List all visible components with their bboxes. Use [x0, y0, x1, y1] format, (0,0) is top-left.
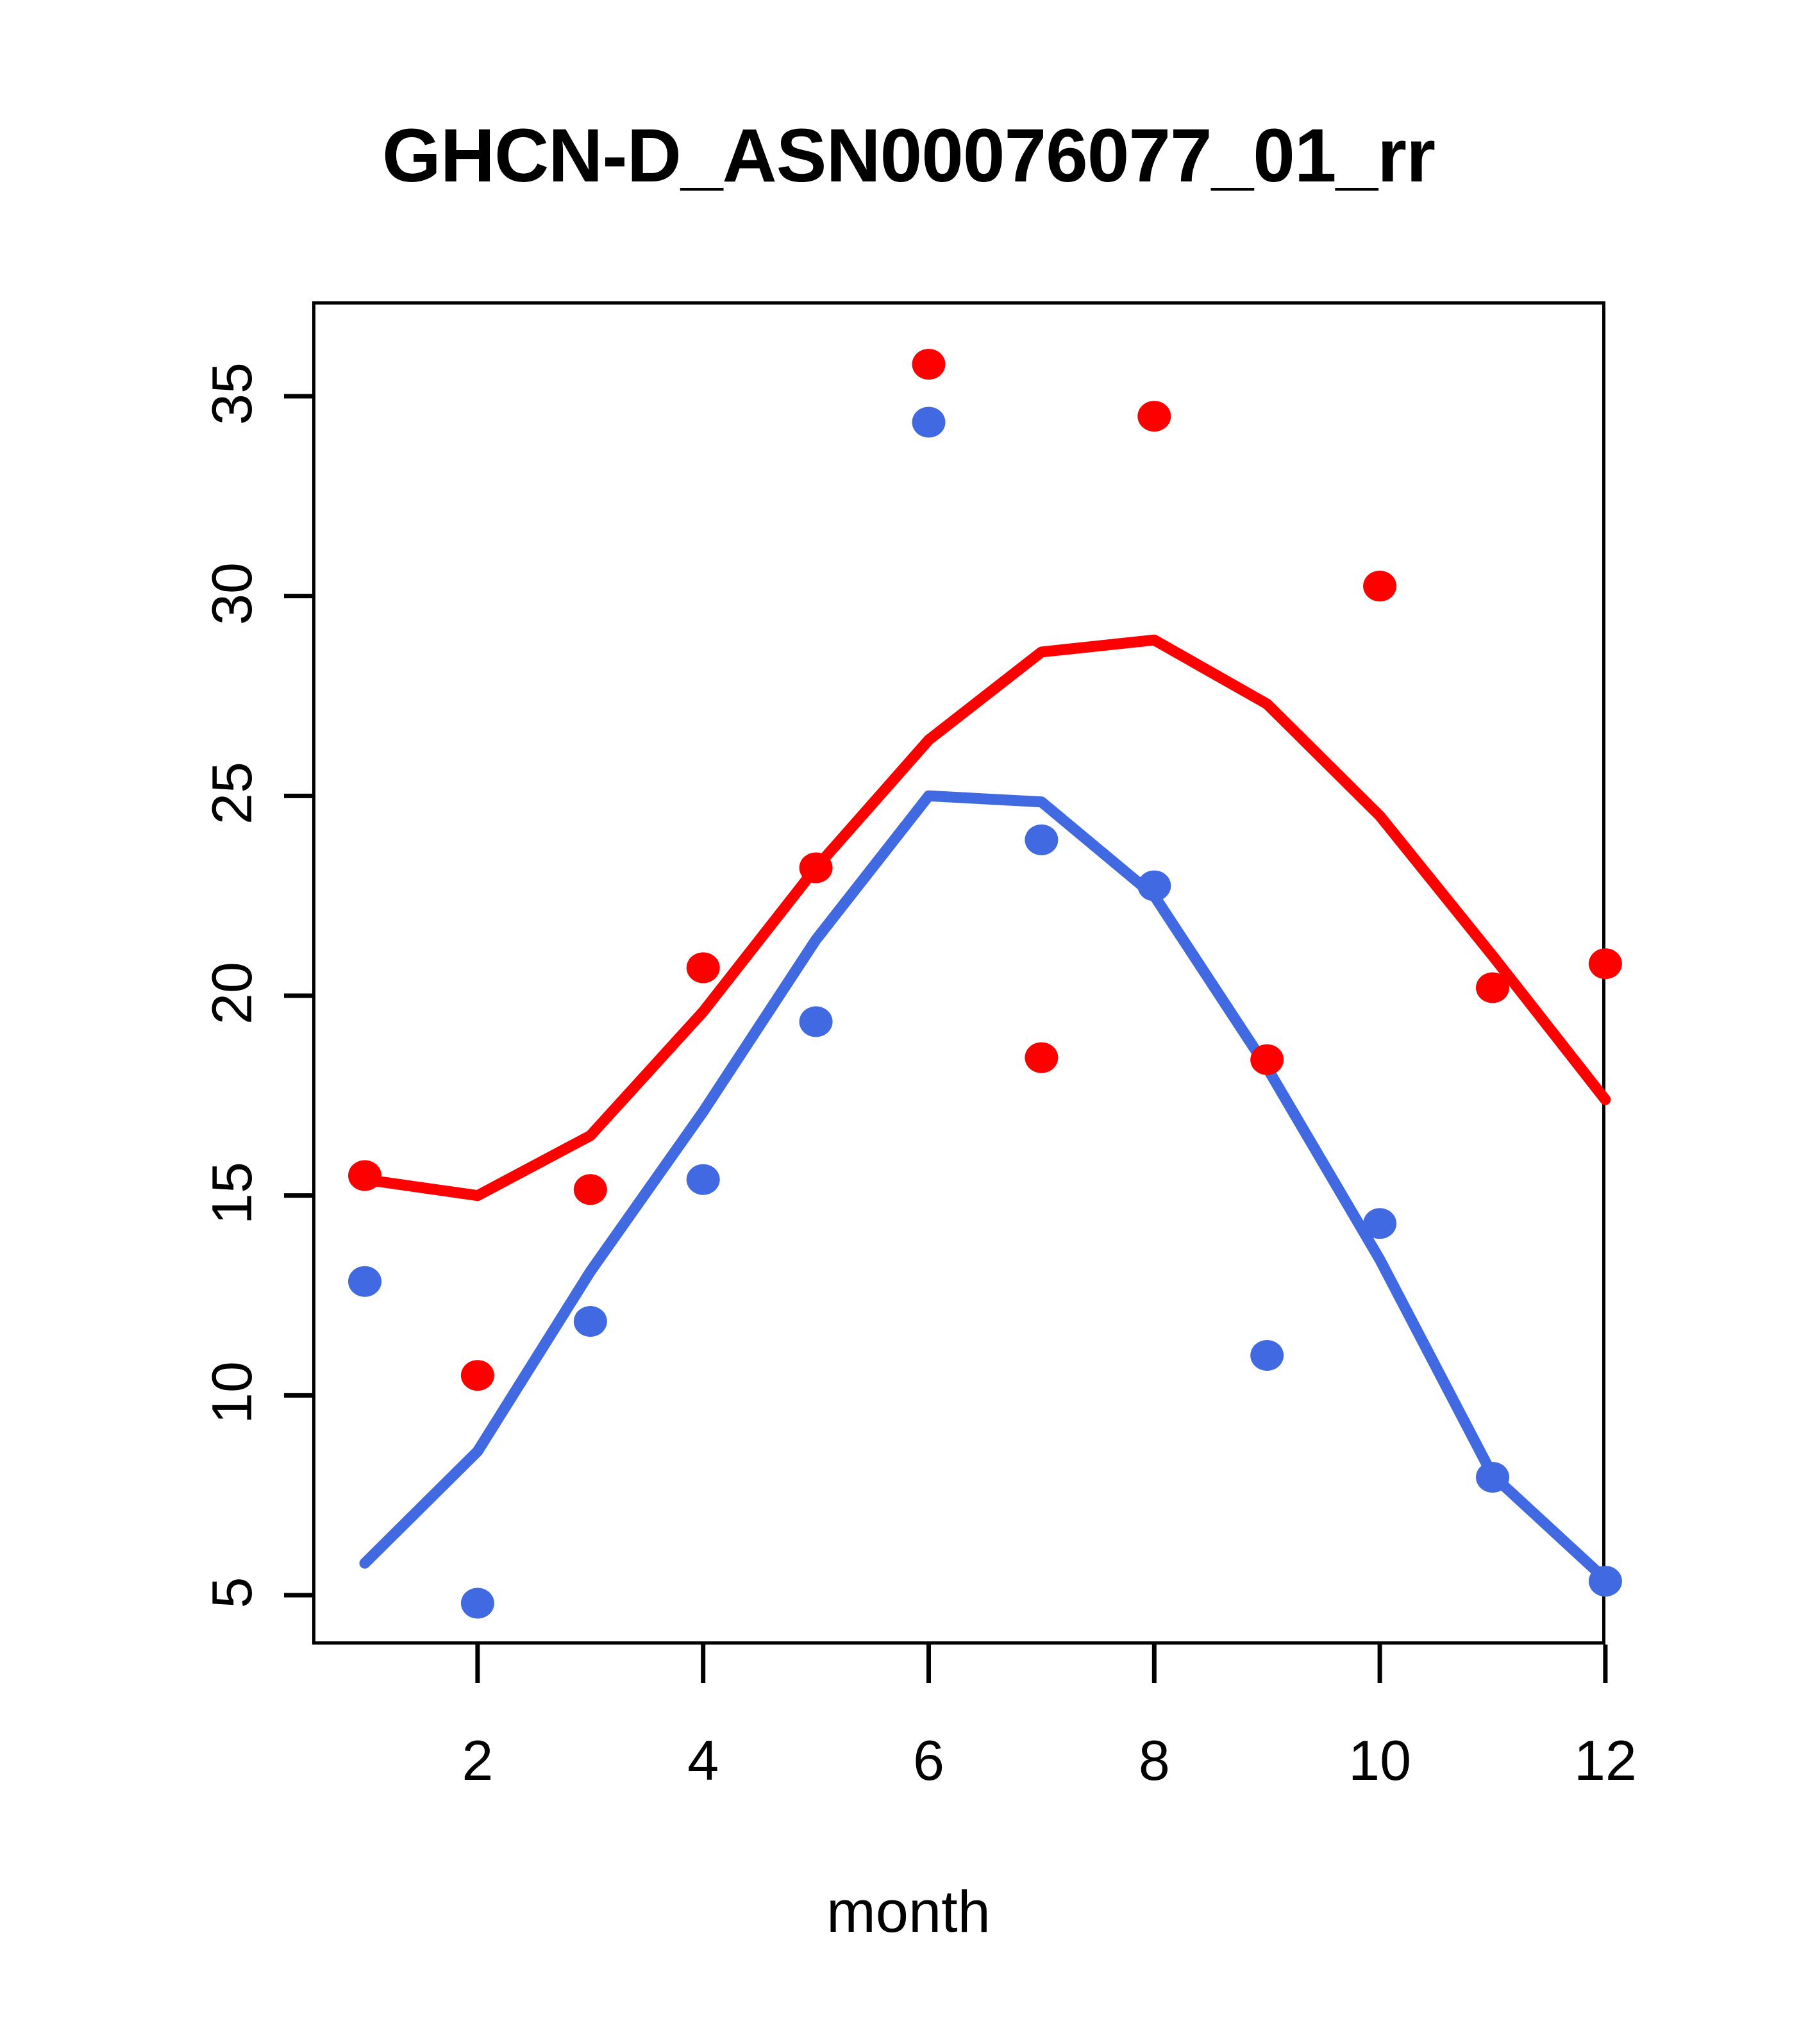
x-tick-label: 4: [687, 1729, 719, 1792]
page-title: GHCN-D_ASN00076077_01_rr: [381, 113, 1436, 198]
plot-area-frame: [312, 301, 1605, 1645]
x-tick-label: 10: [1348, 1729, 1412, 1792]
y-tick-label: 35: [200, 362, 264, 425]
y-tick-label: 10: [200, 1361, 264, 1425]
x-tick-label: 12: [1573, 1729, 1637, 1792]
x-axis-title: month: [826, 1879, 991, 1945]
x-tick-label: 6: [913, 1729, 944, 1792]
y-tick-label: 30: [200, 562, 264, 625]
x-tick-label: 2: [462, 1729, 494, 1792]
x-tick-label: 8: [1138, 1729, 1170, 1792]
y-tick-label: 15: [200, 1161, 264, 1225]
y-tick-label: 25: [200, 762, 264, 825]
y-tick-label: 20: [200, 962, 264, 1025]
y-tick-label: 5: [200, 1577, 264, 1609]
